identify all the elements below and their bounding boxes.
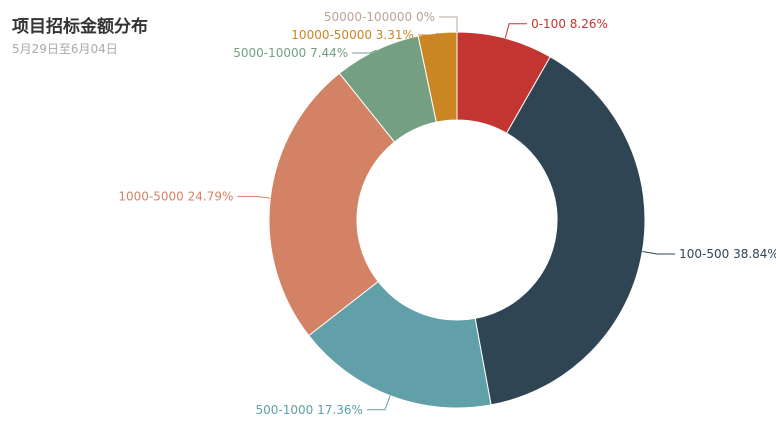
label-line-100-500 (642, 251, 676, 255)
label-line-0-100 (504, 23, 528, 39)
slice-label-500-1000: 500-1000 17.36% (256, 403, 363, 417)
label-line-500-1000 (366, 395, 391, 411)
label-line-10000-50000 (417, 32, 438, 36)
slice-label-50000-100000: 50000-100000 0% (324, 10, 435, 24)
slice-1000-5000[interactable] (268, 72, 396, 337)
slice-label-0-100: 0-100 8.26% (531, 17, 608, 31)
label-line-50000-100000 (439, 16, 458, 32)
slice-label-100-500: 100-500 38.84% (679, 247, 776, 261)
slice-label-5000-10000: 5000-10000 7.44% (233, 46, 348, 60)
chart-subtitle: 5月29日至6月04日 (12, 42, 118, 56)
label-line-5000-10000 (352, 49, 377, 54)
slice-label-1000-5000: 1000-5000 24.79% (118, 189, 233, 203)
slice-10000-50000[interactable] (417, 31, 458, 123)
chart-title: 项目招标金额分布 (12, 17, 148, 37)
slice-label-10000-50000: 10000-50000 3.31% (291, 28, 414, 42)
slice-100-500[interactable] (474, 56, 646, 406)
label-line-1000-5000 (237, 195, 271, 199)
